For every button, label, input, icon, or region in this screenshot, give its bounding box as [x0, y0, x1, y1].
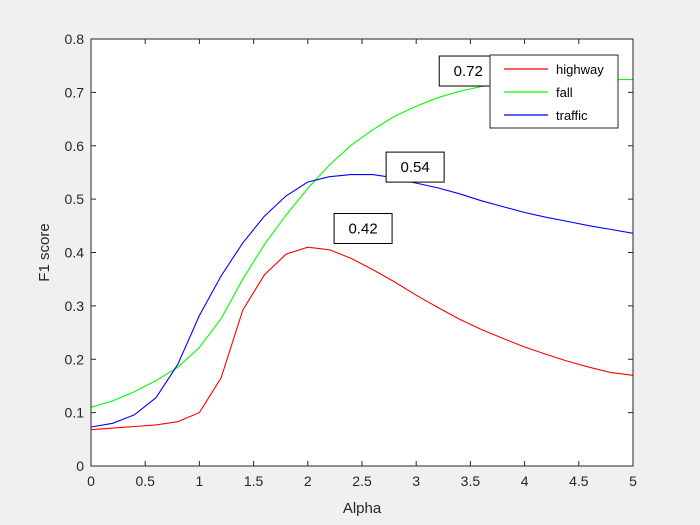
x-tick-label: 3.5: [461, 473, 481, 489]
annotation-box: [385, 151, 445, 183]
y-tick-label: 0.7: [65, 84, 85, 100]
y-tick-label: 0: [76, 458, 84, 474]
x-tick-label: 4: [521, 473, 529, 489]
annotation-label: 0.54: [401, 159, 430, 176]
x-tick-label: 2.5: [352, 473, 372, 489]
x-tick-label: 4.5: [569, 473, 589, 489]
x-tick-label: 1: [196, 473, 204, 489]
series-line-highway: [90, 246, 634, 431]
legend: highway fall traffic: [489, 54, 619, 129]
x-tick-label: 5: [629, 473, 637, 489]
legend-label-traffic: traffic: [556, 108, 588, 123]
axis-ticks: 0 0.5 1 1.5 2 2.5 3 3.5 4 4.5 5 0 0.1 0.2 0.3 0.4 0.5 0.6…: [65, 31, 638, 489]
y-tick-label: 0.4: [65, 245, 85, 261]
y-tick-label: 0.5: [65, 191, 85, 207]
x-tick-label: 1.5: [244, 473, 264, 489]
annotation-box: [333, 212, 393, 244]
x-tick-label: 3: [412, 473, 420, 489]
legend-label-fall: fall: [556, 85, 573, 100]
legend-label-highway: highway: [556, 62, 604, 77]
x-tick-label: 0: [87, 473, 95, 489]
annotation-label: 0.42: [348, 220, 377, 237]
x-tick-label: 0.5: [135, 473, 155, 489]
y-tick-label: 0.3: [65, 298, 85, 314]
y-tick-label: 0.6: [65, 138, 85, 154]
y-tick-label: 0.8: [65, 31, 85, 47]
y-axis-label: F1 score: [36, 223, 53, 281]
y-tick-label: 0.1: [65, 405, 85, 421]
series-line-traffic: [90, 174, 634, 428]
x-tick-label: 2: [304, 473, 312, 489]
x-axis-label: Alpha: [343, 500, 382, 517]
y-tick-label: 0.2: [65, 351, 85, 367]
annotation-box: [438, 55, 498, 87]
annotation-label: 0.72: [454, 63, 483, 80]
annotations: 0.72 0.54 0.42: [333, 55, 498, 244]
